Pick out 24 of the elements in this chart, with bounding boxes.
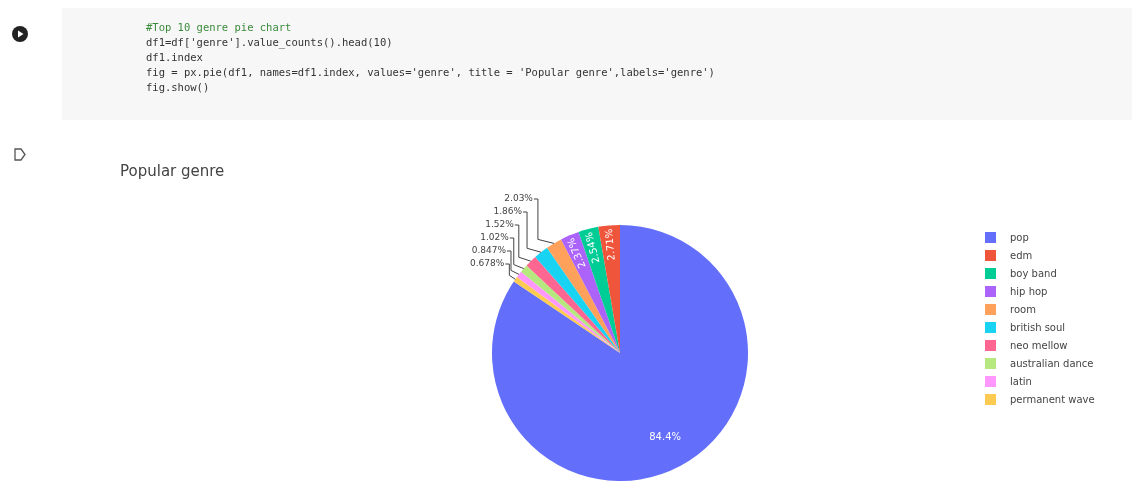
legend-label: hip hop: [1010, 285, 1048, 297]
text: df1=df['genre'].value_counts().head(10): [146, 35, 394, 50]
text: #Top 10 genre pie chart: [146, 20, 293, 35]
data-label: 1.52%: [485, 219, 515, 230]
legend-label: permanent wave: [1010, 393, 1095, 405]
legend-label: latin: [1010, 375, 1032, 387]
text: fig.show(): [146, 80, 211, 95]
data-label: 0.678%: [470, 258, 505, 269]
data-label: 84.4%: [649, 431, 682, 443]
text: fig = px.pie(df1, names=df1.index, values='genre', title = 'Popular genre',labels='genre'): [146, 65, 716, 80]
text: df1.index: [146, 50, 204, 65]
data-label: 1.02%: [480, 232, 510, 243]
legend-label: neo mellow: [1010, 339, 1068, 351]
legend-label: australian dance: [1010, 357, 1094, 369]
data-label: 0.847%: [471, 245, 507, 256]
legend-label: edm: [1010, 249, 1033, 261]
legend-label: room: [1010, 303, 1036, 315]
data-label: 2.71%: [603, 228, 617, 261]
data-label: 2.03%: [504, 193, 534, 204]
legend-label: pop: [1010, 231, 1029, 243]
data-label: 1.86%: [493, 206, 523, 217]
legend-label: british soul: [1010, 321, 1066, 333]
legend-label: boy band: [1010, 267, 1057, 279]
text: Popular genre: [120, 162, 225, 180]
